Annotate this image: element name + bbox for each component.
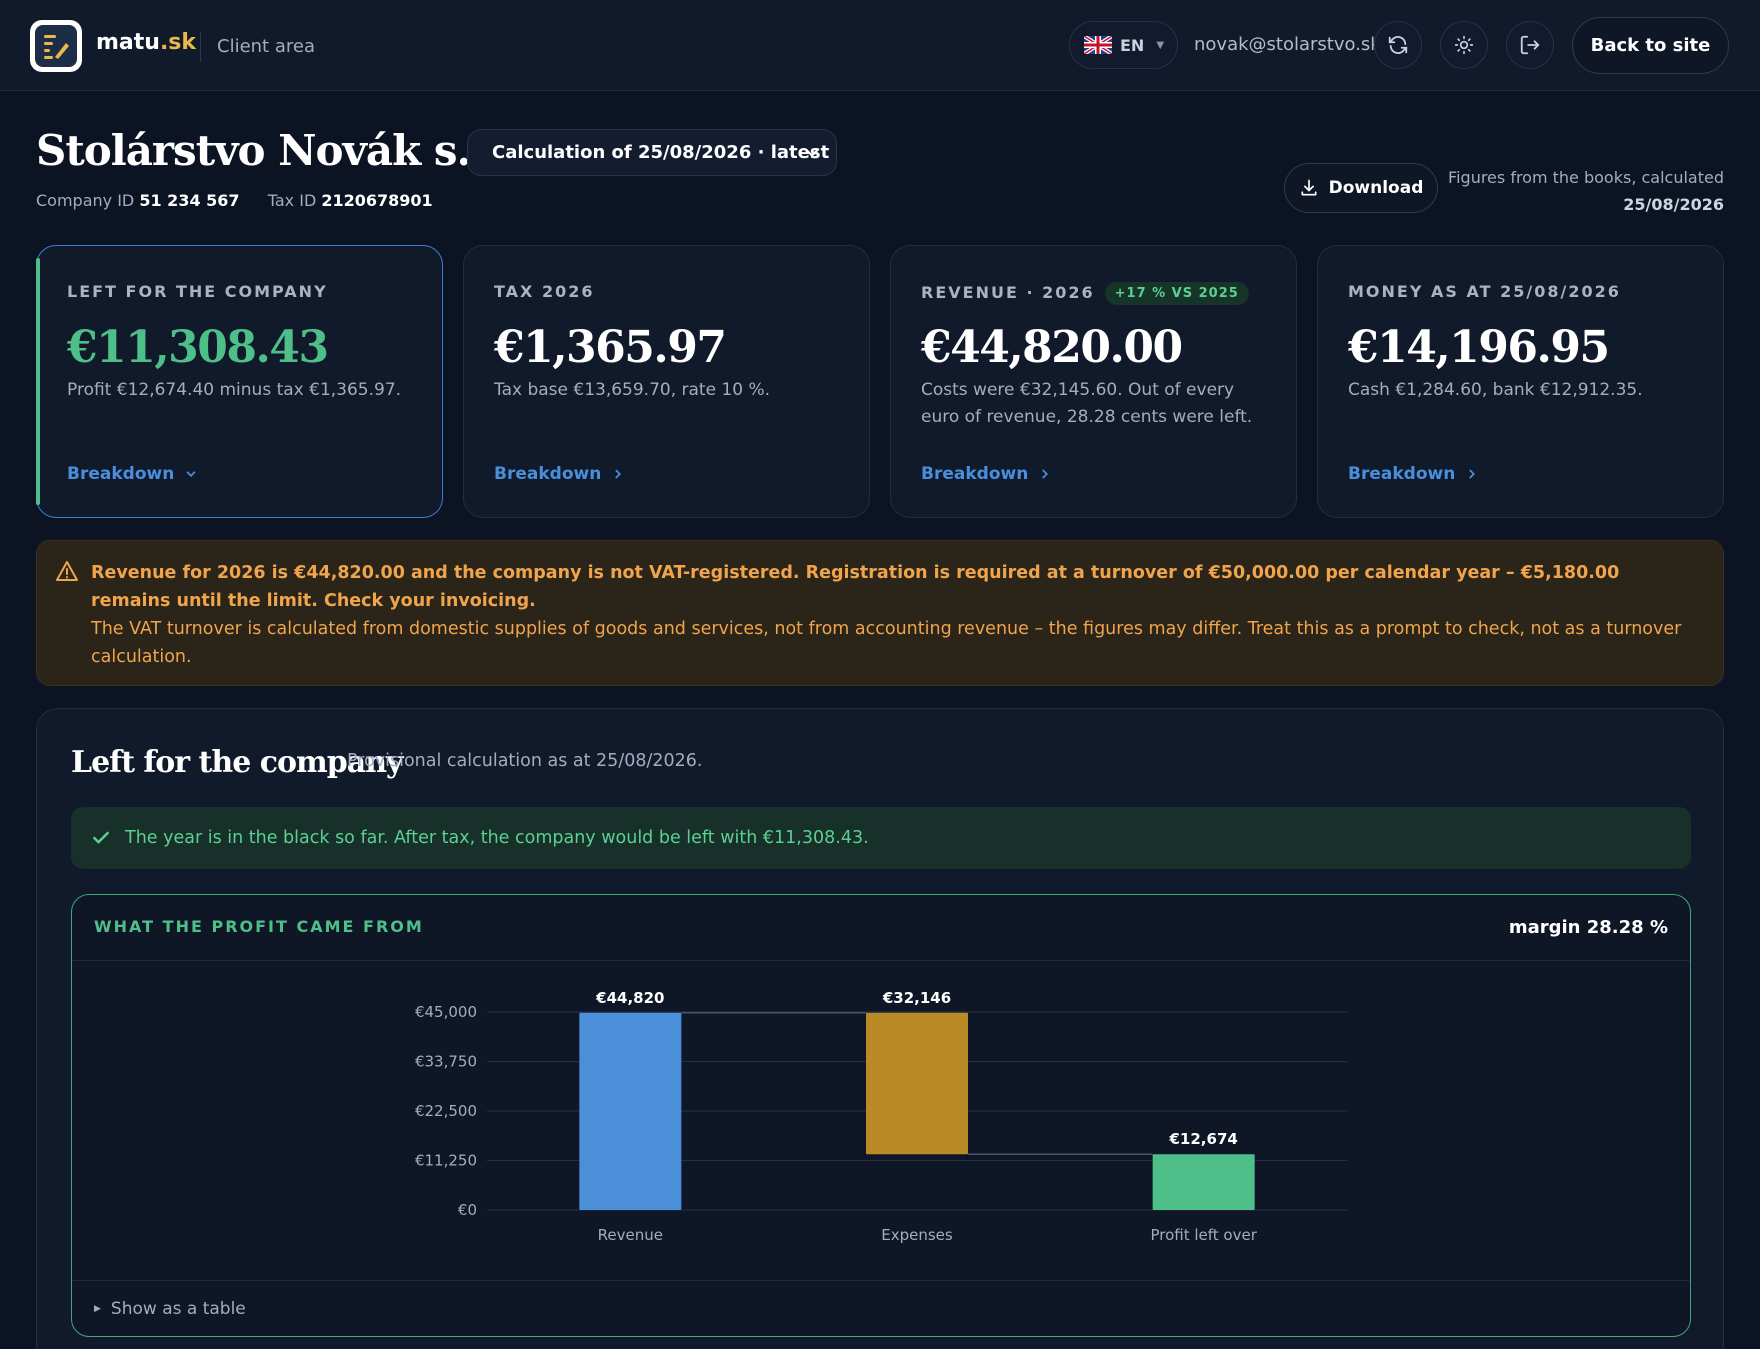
card-tax[interactable]: Tax 2026 €1,365.97 Tax base €13,659.70, … (463, 245, 870, 518)
card-money[interactable]: Money as at 25/08/2026 €14,196.95 Cash €… (1317, 245, 1724, 518)
figures-note-text: Figures from the books, calculated (1448, 168, 1724, 187)
logout-button[interactable] (1506, 21, 1554, 69)
card-description: Costs were €32,145.60. Out of every euro… (921, 380, 1253, 427)
brand-divider (200, 32, 201, 62)
company-id-label: Company ID (36, 191, 135, 210)
area-label: Client area (217, 36, 315, 57)
back-to-site-button[interactable]: Back to site (1572, 17, 1729, 74)
chevron-down-icon (186, 471, 196, 477)
profit-chart-card: What the profit came from margin 28.28 %… (71, 894, 1691, 1337)
profit-waterfall-chart: €0 €11,250 €22,500 €33,750 €45,000 €44,820 Rev… (415, 989, 1347, 1244)
y-tick-label: €45,000 (415, 1003, 477, 1021)
bar-expenses (866, 1012, 968, 1155)
x-tick-label: Revenue (598, 1226, 663, 1244)
show-table-toggle[interactable]: ▶ Show as a table (72, 1280, 1690, 1336)
data-label: €12,674 (1169, 1130, 1238, 1148)
disclosure-triangle-icon: ▶ (94, 1303, 101, 1314)
logo-icon[interactable] (30, 20, 82, 72)
card-description: Profit €12,674.40 minus tax €1,365.97. (67, 380, 402, 400)
breakdown-link[interactable]: Breakdown (921, 464, 1052, 484)
card-value: €14,196.95 (1348, 322, 1610, 373)
card-description: Tax base €13,659.70, rate 10 %. (494, 380, 771, 400)
chevron-right-icon (615, 469, 622, 479)
panel-title: Left for the company (71, 745, 403, 780)
breakdown-label: Breakdown (921, 464, 1029, 484)
user-email: novak@stolarstvo.sk (1194, 34, 1381, 55)
theme-toggle-button[interactable] (1440, 21, 1488, 69)
chevron-right-icon (1469, 469, 1476, 479)
check-icon (93, 831, 109, 844)
brand-name[interactable]: matu.sk (96, 30, 197, 55)
breakdown-label: Breakdown (1348, 464, 1456, 484)
data-label: €32,146 (882, 989, 951, 1007)
left-for-company-panel: Left for the company Provisional calcula… (36, 708, 1724, 1349)
y-tick-label: €33,750 (415, 1053, 477, 1071)
card-value: €11,308.43 (67, 322, 329, 373)
bar-revenue (579, 1012, 682, 1210)
card-label: Tax 2026 (494, 282, 595, 301)
chevron-right-icon (1042, 469, 1049, 479)
tax-id-label: Tax ID (267, 191, 317, 210)
card-revenue[interactable]: Revenue · 2026 +17 % vs 2025 €44,820.00 C… (890, 245, 1297, 518)
download-icon (1301, 179, 1317, 196)
sun-icon (1454, 35, 1474, 55)
refresh-button[interactable] (1374, 21, 1422, 69)
card-left-for-company[interactable]: Left for the company €11,308.43 Profit €… (36, 245, 443, 518)
breakdown-link[interactable]: Breakdown (1348, 464, 1479, 484)
card-label: Money as at 25/08/2026 (1348, 282, 1621, 301)
status-message-text: The year is in the black so far. After t… (125, 828, 869, 848)
company-id: 51 234 567 (139, 191, 240, 210)
x-tick-label: Profit left over (1150, 1226, 1257, 1244)
trend-badge: +17 % vs 2025 (1104, 282, 1249, 305)
card-value: €44,820.00 (921, 322, 1183, 373)
download-button[interactable]: Download (1284, 163, 1438, 213)
card-label-text: Revenue · 2026 (921, 283, 1095, 302)
status-message: The year is in the black so far. After t… (71, 807, 1691, 869)
x-tick-label: Expenses (881, 1226, 953, 1244)
breakdown-label: Breakdown (494, 464, 602, 484)
refresh-icon (1388, 36, 1408, 54)
card-description: Cash €1,284.60, bank €12,912.35. (1348, 380, 1643, 400)
card-label: Left for the company (67, 282, 328, 301)
calculation-select[interactable]: Calculation of 25/08/2026 · latest (467, 129, 837, 176)
show-table-label: Show as a table (110, 1298, 246, 1319)
panel-subtitle: Provisional calculation as at 25/08/2026… (347, 751, 703, 771)
card-label: Revenue · 2026 +17 % vs 2025 (921, 282, 1249, 305)
breakdown-link[interactable]: Breakdown (67, 464, 198, 484)
language-selector[interactable]: EN ▼ (1069, 21, 1178, 69)
chart-kicker: What the profit came from (94, 917, 424, 936)
top-bar: matu.sk Client area EN ▼ novak@stolarstv… (0, 0, 1760, 91)
y-tick-label: €11,250 (415, 1152, 477, 1170)
data-label: €44,820 (595, 989, 664, 1007)
bar-profit-left-over (1152, 1154, 1255, 1210)
tax-id: 2120678901 (321, 191, 433, 210)
warning-text: The VAT turnover is calculated from dome… (91, 619, 1682, 667)
chevron-down-icon: ▼ (1156, 39, 1165, 51)
warning-bold-text: Revenue for 2026 is €44,820.00 and the c… (91, 563, 1620, 611)
breakdown-link[interactable]: Breakdown (494, 464, 625, 484)
card-value: €1,365.97 (494, 322, 727, 373)
language-code: EN (1120, 35, 1145, 55)
warning-icon (56, 561, 78, 581)
calculation-select-value: Calculation of 25/08/2026 · latest (492, 142, 830, 163)
y-tick-label: €22,500 (415, 1102, 477, 1120)
figures-note: Figures from the books, calculated 25/08… (1448, 164, 1724, 218)
chevron-down-icon (805, 149, 819, 157)
vat-warning: Revenue for 2026 is €44,820.00 and the c… (36, 540, 1724, 686)
chart-header: What the profit came from margin 28.28 % (72, 895, 1690, 961)
figures-date: 25/08/2026 (1623, 195, 1724, 214)
download-label: Download (1328, 178, 1424, 198)
company-ids: Company ID 51 234 567 Tax ID 2120678901 (36, 191, 433, 210)
y-tick-label: €0 (458, 1201, 477, 1219)
logout-icon (1520, 35, 1540, 55)
uk-flag-icon (1084, 36, 1112, 54)
breakdown-label: Breakdown (67, 464, 175, 484)
margin-value: margin 28.28 % (1508, 917, 1668, 938)
